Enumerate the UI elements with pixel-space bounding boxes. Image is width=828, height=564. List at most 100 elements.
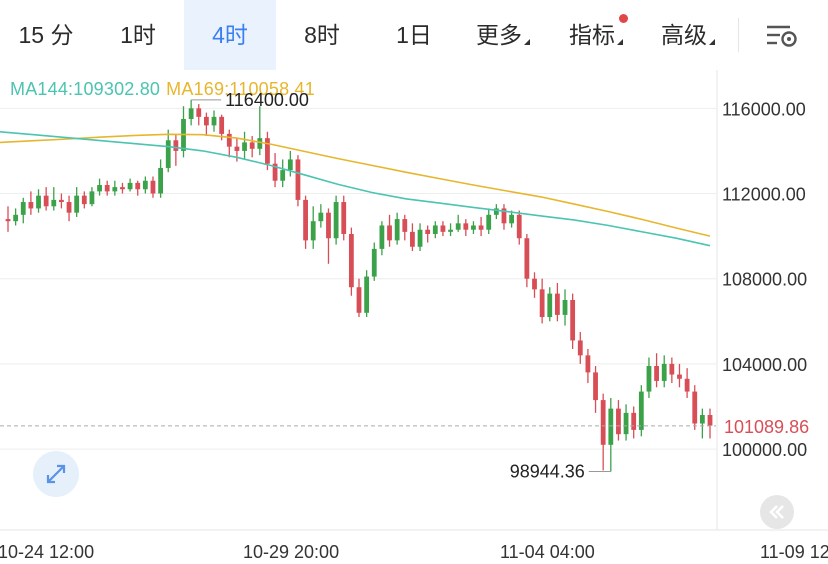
- candle-body: [104, 185, 110, 192]
- x-axis-tick-label: 11-09 12: [760, 542, 828, 562]
- dropdown-caret-icon: [524, 39, 530, 45]
- candle-body: [562, 300, 568, 315]
- y-axis-tick-label: 104000.00: [722, 355, 807, 375]
- candle-body: [43, 195, 49, 207]
- candle-body: [616, 408, 621, 435]
- double-chevron-left-icon: [769, 505, 784, 519]
- candle-body: [341, 202, 347, 234]
- candle-body: [36, 195, 41, 209]
- candle-body: [203, 116, 209, 126]
- candle-body: [173, 140, 179, 151]
- candle-body: [112, 187, 118, 192]
- candle-body: [165, 140, 171, 168]
- candle-body: [20, 202, 26, 215]
- candle-body: [28, 202, 34, 209]
- candle-body: [379, 225, 385, 249]
- candle-body: [66, 202, 72, 213]
- candle-body: [310, 221, 316, 241]
- y-axis-tick-label: 116000.00: [722, 99, 806, 119]
- x-axis-tick-label: 10-29 20:00: [243, 542, 339, 562]
- candle-body: [493, 208, 499, 215]
- candle-body: [371, 248, 377, 277]
- candle-body: [539, 289, 545, 318]
- candle-body: [74, 195, 80, 213]
- candle-body: [348, 233, 354, 288]
- candle-body: [219, 116, 225, 134]
- candle-body: [295, 159, 301, 200]
- candle-body: [654, 366, 659, 381]
- tab-15-minutes[interactable]: 15 分: [18, 22, 74, 48]
- tab-more[interactable]: 更多: [463, 0, 543, 70]
- timeframe-tab-bar: 15 分 1时 4时 8时 1日 更多 指标 高级: [0, 0, 828, 70]
- settings-sliders-icon[interactable]: [764, 22, 800, 50]
- candle-body: [265, 138, 270, 164]
- tab-divider: [738, 18, 739, 52]
- candle-body: [280, 170, 286, 181]
- x-axis-tick-label: 11-04 04:00: [500, 542, 595, 562]
- candle-body: [242, 142, 247, 151]
- expand-chart-button[interactable]: [33, 451, 79, 497]
- candle-body: [516, 214, 522, 239]
- candle-body: [5, 219, 11, 222]
- candle-body: [211, 116, 217, 126]
- candle-body: [478, 225, 484, 230]
- tab-8-hours[interactable]: 8时: [304, 22, 340, 48]
- x-axis-tick-label: 10-24 12:00: [0, 542, 94, 562]
- candle-body: [593, 372, 598, 401]
- candle-body: [127, 182, 133, 190]
- candle-body: [303, 199, 308, 241]
- tab-1-hour[interactable]: 1时: [120, 22, 156, 48]
- candle-body: [577, 340, 583, 356]
- candle-body: [97, 185, 102, 192]
- candle-body: [158, 167, 164, 194]
- candle-body: [455, 223, 461, 230]
- y-axis-tick-label: 108000.00: [722, 270, 807, 290]
- candle-body: [608, 408, 614, 445]
- candle-body: [89, 191, 95, 205]
- tab-4-hours[interactable]: 4时: [184, 0, 276, 70]
- tab-advanced[interactable]: 高级: [648, 0, 728, 70]
- candle-body: [677, 374, 682, 379]
- candle-body: [501, 208, 507, 224]
- ma169-legend: MA169:110058.41: [166, 79, 315, 99]
- candle-body: [356, 287, 362, 313]
- candle-body: [226, 133, 232, 147]
- dropdown-caret-icon: [617, 39, 623, 45]
- tab-more-label: 更多: [476, 22, 522, 48]
- candle-body: [440, 225, 446, 232]
- candle-body: [486, 214, 492, 230]
- candle-body: [524, 238, 530, 279]
- candle-body: [318, 212, 324, 222]
- y-axis-tick-label: 100000.00: [722, 440, 807, 460]
- candle-body: [150, 180, 156, 194]
- tab-indicators[interactable]: 指标: [556, 0, 636, 70]
- candle-body: [410, 231, 415, 247]
- moving-average-legend: MA144:109302.80 MA169:110058.41: [10, 79, 315, 100]
- candle-body: [684, 378, 690, 392]
- scroll-to-latest-button[interactable]: [760, 495, 794, 529]
- candle-body: [81, 195, 87, 205]
- candle-body: [692, 391, 698, 424]
- candle-body: [120, 187, 125, 190]
- candle-body: [249, 142, 255, 149]
- candle-body: [631, 412, 637, 430]
- ma144-line: [0, 131, 711, 247]
- candle-body: [425, 229, 431, 234]
- candle-body: [402, 219, 408, 232]
- tab-1-day[interactable]: 1日: [396, 22, 432, 48]
- candle-body: [432, 225, 438, 234]
- current-price-label: 101089.86: [724, 417, 809, 437]
- candle-body: [547, 293, 553, 318]
- candle-body: [257, 138, 263, 149]
- expand-arrows-icon: [46, 464, 66, 484]
- candle-body: [196, 108, 202, 117]
- candle-body: [669, 363, 675, 375]
- candle-body: [623, 412, 629, 435]
- candlestick-chart[interactable]: 116000.00 112000.00 108000.00 104000.00 1000…: [0, 70, 828, 564]
- candle-body: [707, 415, 713, 426]
- candle-body: [364, 276, 370, 313]
- high-price-label: 116400.00: [225, 90, 309, 110]
- candle-body: [51, 199, 57, 207]
- candle-body: [638, 391, 644, 430]
- candle-body: [135, 182, 141, 190]
